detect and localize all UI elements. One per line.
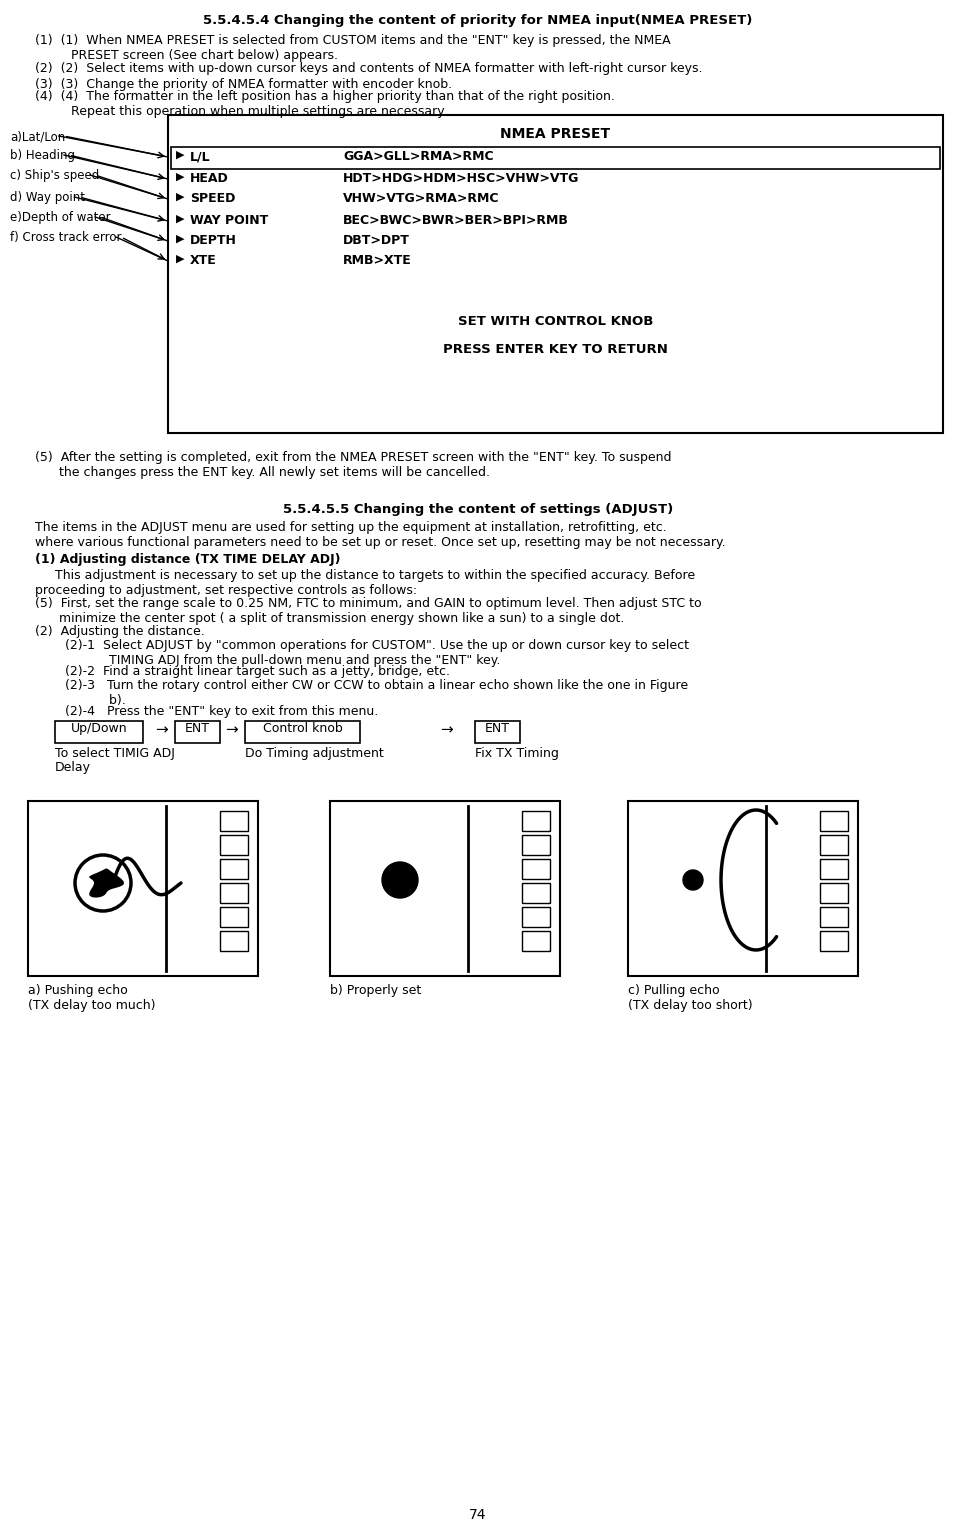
Text: GGA>GLL>RMA>RMC: GGA>GLL>RMA>RMC: [343, 151, 494, 163]
Circle shape: [683, 871, 703, 890]
Text: Up/Down: Up/Down: [71, 721, 127, 735]
Circle shape: [382, 861, 418, 898]
Polygon shape: [89, 869, 124, 898]
Bar: [220, 836, 248, 855]
Bar: [820, 883, 848, 903]
Text: ▶: ▶: [176, 234, 185, 244]
Text: 5.5.4.5.4 Changing the content of priority for NMEA input(NMEA PRESET): 5.5.4.5.4 Changing the content of priori…: [203, 14, 753, 27]
Bar: [820, 811, 848, 831]
Text: ▶: ▶: [176, 172, 185, 183]
Text: (5)  After the setting is completed, exit from the NMEA PRESET screen with the ": (5) After the setting is completed, exit…: [35, 451, 672, 479]
Text: To select TIMIG ADJ: To select TIMIG ADJ: [55, 747, 175, 759]
Text: (2)  Adjusting the distance.: (2) Adjusting the distance.: [35, 626, 205, 638]
Text: →: →: [225, 721, 237, 737]
Bar: [28, 801, 258, 976]
Text: d) Way point: d) Way point: [10, 190, 85, 204]
Text: HDT>HDG>HDM>HSC>VHW>VTG: HDT>HDG>HDM>HSC>VHW>VTG: [343, 172, 579, 186]
Bar: [220, 907, 248, 927]
Bar: [220, 858, 248, 880]
Bar: [245, 721, 360, 743]
Text: (2)-3   Turn the rotary control either CW or CCW to obtain a linear echo shown l: (2)-3 Turn the rotary control either CW …: [65, 679, 688, 708]
Text: Control knob: Control knob: [262, 721, 343, 735]
Text: (5)  First, set the range scale to 0.25 NM, FTC to minimum, and GAIN to optimum : (5) First, set the range scale to 0.25 N…: [35, 597, 701, 626]
Text: f) Cross track error: f) Cross track error: [10, 231, 122, 244]
Bar: [522, 836, 550, 855]
Text: (1)  (1)  When NMEA PRESET is selected from CUSTOM items and the "ENT" key is pr: (1) (1) When NMEA PRESET is selected fro…: [35, 33, 671, 62]
Text: a)Lat/Lon: a)Lat/Lon: [10, 129, 65, 143]
Text: →: →: [155, 721, 167, 737]
Text: ENT: ENT: [485, 721, 510, 735]
Bar: [168, 116, 943, 432]
Text: ENT: ENT: [185, 721, 210, 735]
Text: WAY POINT: WAY POINT: [190, 215, 268, 227]
Text: 74: 74: [469, 1508, 487, 1522]
Text: →: →: [440, 721, 453, 737]
Bar: [220, 883, 248, 903]
Bar: [820, 858, 848, 880]
Text: c) Ship's speed: c) Ship's speed: [10, 169, 100, 183]
Bar: [522, 931, 550, 951]
Text: Delay: Delay: [55, 761, 91, 775]
Text: XTE: XTE: [190, 254, 216, 266]
Text: SET WITH CONTROL KNOB: SET WITH CONTROL KNOB: [457, 315, 654, 329]
Text: 5.5.4.5.5 Changing the content of settings (ADJUST): 5.5.4.5.5 Changing the content of settin…: [283, 502, 673, 516]
Text: The items in the ADJUST menu are used for setting up the equipment at installati: The items in the ADJUST menu are used fo…: [35, 521, 725, 549]
Text: b) Properly set: b) Properly set: [330, 985, 421, 997]
Bar: [522, 858, 550, 880]
Text: (2)-2  Find a straight linear target such as a jetty, bridge, etc.: (2)-2 Find a straight linear target such…: [65, 665, 450, 677]
Bar: [820, 907, 848, 927]
Text: (4)  (4)  The formatter in the left position has a higher priority than that of : (4) (4) The formatter in the left positi…: [35, 90, 615, 119]
Text: ▶: ▶: [176, 192, 185, 202]
Bar: [820, 931, 848, 951]
Bar: [522, 811, 550, 831]
Text: HEAD: HEAD: [190, 172, 229, 186]
Text: b) Heading: b) Heading: [10, 149, 75, 161]
Text: This adjustment is necessary to set up the distance to targets to within the spe: This adjustment is necessary to set up t…: [35, 569, 695, 597]
Text: c) Pulling echo
(TX delay too short): c) Pulling echo (TX delay too short): [628, 985, 752, 1012]
Text: Fix TX Timing: Fix TX Timing: [475, 747, 559, 759]
Text: L/L: L/L: [190, 151, 211, 163]
Text: SPEED: SPEED: [190, 192, 235, 205]
Bar: [55, 721, 143, 743]
Text: BEC>BWC>BWR>BER>BPI>RMB: BEC>BWC>BWR>BER>BPI>RMB: [343, 215, 568, 227]
Text: DEPTH: DEPTH: [190, 234, 237, 247]
Text: (2)  (2)  Select items with up-down cursor keys and contents of NMEA formatter w: (2) (2) Select items with up-down cursor…: [35, 62, 702, 75]
Text: NMEA PRESET: NMEA PRESET: [501, 126, 611, 142]
Text: VHW>VTG>RMA>RMC: VHW>VTG>RMA>RMC: [343, 192, 500, 205]
Text: ▶: ▶: [176, 215, 185, 224]
Bar: [628, 801, 858, 976]
Text: (2)-4   Press the "ENT" key to exit from this menu.: (2)-4 Press the "ENT" key to exit from t…: [65, 705, 378, 718]
Text: ▶: ▶: [176, 151, 185, 160]
Bar: [522, 883, 550, 903]
Bar: [175, 721, 220, 743]
Text: Do Timing adjustment: Do Timing adjustment: [245, 747, 384, 759]
Bar: [171, 148, 940, 169]
Text: e)Depth of water: e)Depth of water: [10, 212, 111, 224]
Text: (1) Adjusting distance (TX TIME DELAY ADJ): (1) Adjusting distance (TX TIME DELAY AD…: [35, 552, 341, 566]
Text: PRESS ENTER KEY TO RETURN: PRESS ENTER KEY TO RETURN: [443, 342, 668, 356]
Bar: [522, 907, 550, 927]
Text: ▶: ▶: [176, 254, 185, 263]
Text: RMB>XTE: RMB>XTE: [343, 254, 412, 266]
Bar: [220, 811, 248, 831]
Text: (2)-1  Select ADJUST by "common operations for CUSTOM". Use the up or down curso: (2)-1 Select ADJUST by "common operation…: [65, 639, 689, 667]
Bar: [475, 721, 520, 743]
Bar: [330, 801, 560, 976]
Text: DBT>DPT: DBT>DPT: [343, 234, 410, 247]
Bar: [820, 836, 848, 855]
Text: (3)  (3)  Change the priority of NMEA formatter with encoder knob.: (3) (3) Change the priority of NMEA form…: [35, 78, 452, 91]
Bar: [220, 931, 248, 951]
Text: a) Pushing echo
(TX delay too much): a) Pushing echo (TX delay too much): [28, 985, 155, 1012]
